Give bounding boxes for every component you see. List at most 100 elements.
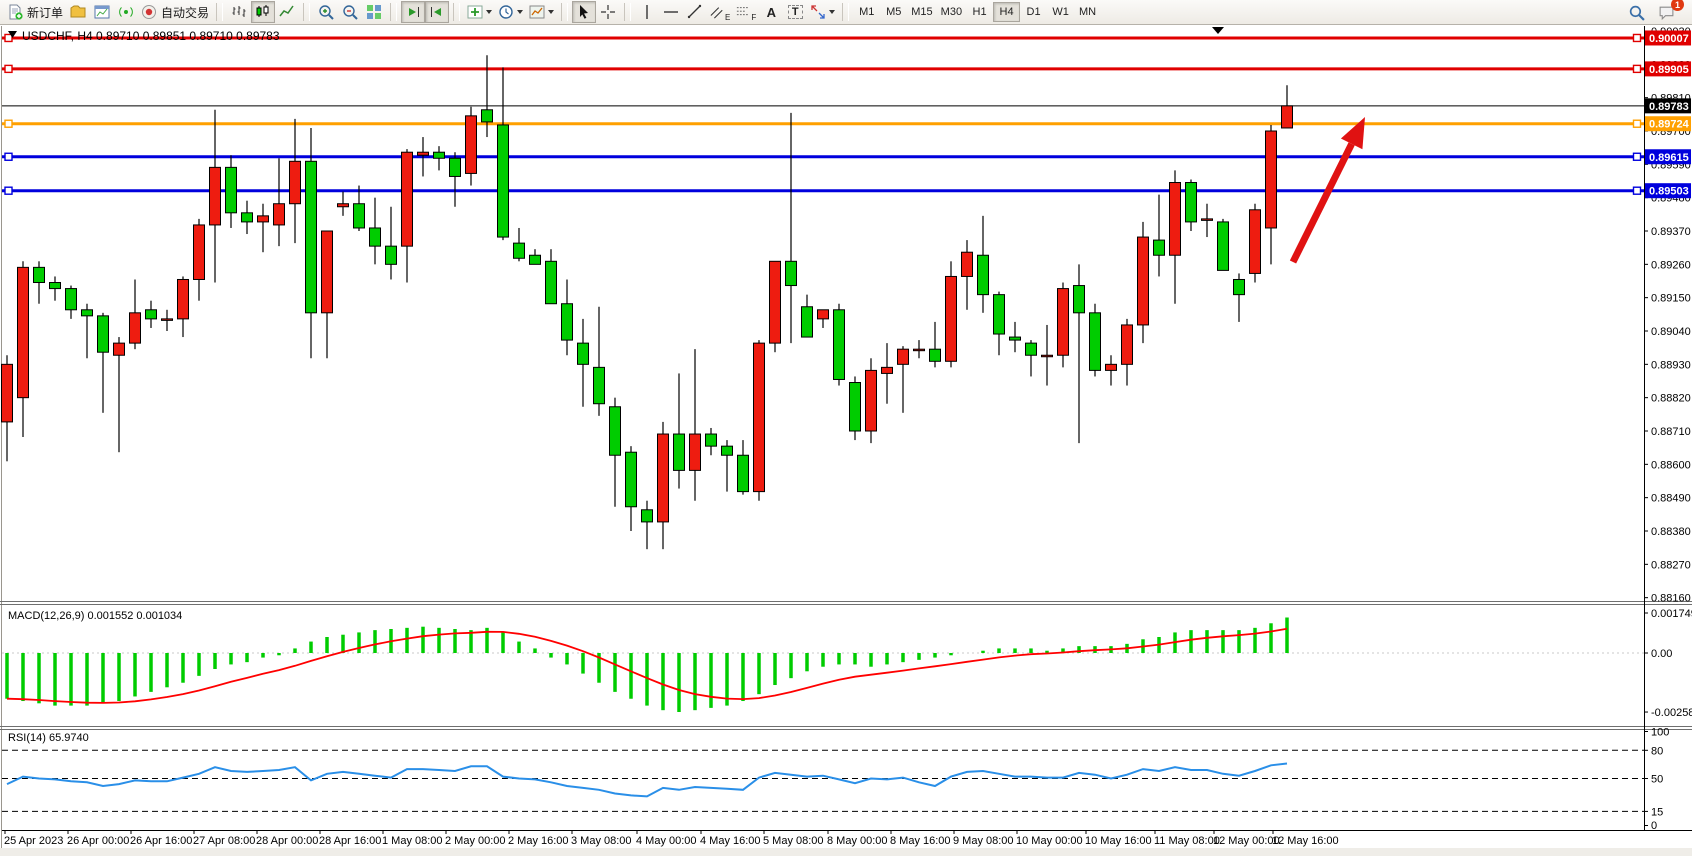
fibonacci-lines-icon	[737, 7, 750, 16]
line-marker[interactable]	[4, 152, 13, 161]
candle-body	[529, 254, 541, 265]
candle-body	[385, 245, 397, 265]
date-label: 10 May 16:00	[1085, 835, 1152, 847]
auto-scroll-icon	[409, 7, 420, 17]
candle-body	[721, 445, 733, 456]
candle-body	[161, 318, 173, 321]
signals-sonar-icon	[119, 7, 133, 17]
arrow-objects-icon	[811, 5, 825, 19]
profiles-button[interactable]	[66, 1, 90, 23]
dropdown-caret-icon	[829, 10, 836, 14]
indicators-button[interactable]	[464, 1, 495, 23]
candle-body	[113, 342, 125, 356]
new-order-button[interactable]: 新订单	[4, 1, 66, 23]
chart-window-button[interactable]	[90, 1, 114, 23]
vertical-line-tool-button[interactable]	[635, 1, 659, 23]
line-marker[interactable]	[4, 119, 13, 128]
candle-body	[641, 509, 653, 523]
timeframe-m30[interactable]: M30	[937, 2, 966, 22]
timeframe-h4[interactable]: H4	[993, 2, 1021, 22]
candle-body	[497, 124, 509, 238]
timeframe-h1[interactable]: H1	[966, 2, 993, 22]
candle-body	[833, 309, 845, 380]
candle-body	[1169, 182, 1181, 256]
chart-title: USDCHF, H4 0.89710 0.89851 0.89710 0.897…	[22, 29, 280, 43]
autotrading-button[interactable]: 自动交易	[138, 1, 212, 23]
line-marker[interactable]	[1632, 119, 1642, 128]
line-chart-button[interactable]	[275, 1, 299, 23]
trend-arrow-annotation[interactable]	[1289, 117, 1365, 264]
signals-button[interactable]	[114, 1, 138, 23]
dropdown-caret-icon	[486, 10, 493, 14]
arrows-tool-button[interactable]	[807, 1, 838, 23]
price-tick-label: 0.88600	[1651, 459, 1691, 471]
time-axis-labels: 25 Apr 2023 26 Apr 00:00 26 Apr 16:00 27 Ap…	[4, 830, 1339, 847]
candle-body	[449, 157, 461, 177]
date-label: 2 May 00:00	[445, 835, 506, 847]
line-marker[interactable]	[1632, 152, 1642, 161]
candle-body	[913, 348, 925, 352]
chart-shift-button[interactable]	[425, 1, 450, 23]
candle-body	[241, 212, 253, 223]
rsi-tick-label: 15	[1651, 806, 1663, 818]
tile-windows-button[interactable]	[362, 1, 386, 23]
macd-tick-label: -0.002581	[1651, 707, 1692, 719]
horizontal-line-tool-button[interactable]	[659, 1, 683, 23]
equidistant-channel-tool-button[interactable]: E	[707, 1, 733, 23]
auto-scroll-button[interactable]	[401, 1, 426, 23]
candlestick-chart-button[interactable]	[251, 1, 276, 23]
symbol-dropdown-icon[interactable]	[8, 31, 17, 38]
text-tool-button[interactable]: A	[759, 1, 783, 23]
date-label: 8 May 00:00	[827, 835, 888, 847]
price-tick-label: 0.88490	[1651, 493, 1691, 505]
new-order-label: 新订单	[27, 5, 64, 20]
candle-body	[369, 227, 381, 247]
candle-body	[433, 151, 445, 159]
line-marker[interactable]	[4, 33, 13, 43]
fibonacci-tool-button[interactable]: F	[733, 1, 759, 23]
candle-body	[1, 363, 13, 423]
crosshair-button[interactable]	[596, 1, 620, 23]
candle-body	[561, 303, 573, 341]
timeframe-m5[interactable]: M5	[880, 2, 907, 22]
timeframe-d1[interactable]: D1	[1020, 2, 1047, 22]
candle-body	[465, 115, 477, 174]
search-button[interactable]	[1624, 1, 1648, 23]
chart-shift-marker-icon[interactable]	[1212, 27, 1224, 34]
zoom-in-button[interactable]	[314, 1, 338, 23]
timeframe-w1[interactable]: W1	[1047, 2, 1074, 22]
date-label: 10 May 00:00	[1016, 835, 1083, 847]
periods-button[interactable]	[495, 1, 526, 23]
text-label-letter: T	[787, 5, 803, 19]
chart-window-icon	[94, 5, 110, 19]
date-label: 27 Apr 08:00	[193, 835, 255, 847]
zoom-out-button[interactable]	[338, 1, 362, 23]
text-label-tool-button[interactable]: T	[783, 1, 807, 23]
channel-lines-icon	[710, 7, 723, 19]
line-marker[interactable]	[1632, 33, 1642, 43]
line-marker[interactable]	[4, 64, 13, 74]
candle-body	[1281, 105, 1293, 129]
cursor-button[interactable]	[572, 1, 597, 23]
candles[interactable]	[1, 55, 1293, 550]
line-marker[interactable]	[4, 186, 13, 195]
horizontal-line-objects[interactable]	[2, 33, 1644, 195]
timeframe-m15[interactable]: M15	[907, 2, 936, 22]
candle-body	[49, 282, 61, 290]
macd-axis: 0.001749 0.00 -0.002581	[1644, 608, 1692, 719]
candle-body	[417, 151, 429, 156]
candle-body	[545, 260, 557, 305]
cursor-arrow-icon	[580, 5, 589, 19]
line-marker[interactable]	[1632, 186, 1642, 195]
bar-chart-button[interactable]	[227, 1, 251, 23]
trendline-tool-button[interactable]	[683, 1, 707, 23]
notifications-button[interactable]: 1	[1654, 0, 1684, 23]
search-icon	[1629, 5, 1645, 21]
templates-button[interactable]	[526, 1, 557, 23]
line-marker[interactable]	[1632, 64, 1642, 74]
timeframe-m1[interactable]: M1	[853, 2, 880, 22]
timeframe-mn[interactable]: MN	[1074, 2, 1101, 22]
rsi-tick-label: 0	[1651, 820, 1657, 832]
price-tick-label: 0.89150	[1651, 293, 1691, 305]
